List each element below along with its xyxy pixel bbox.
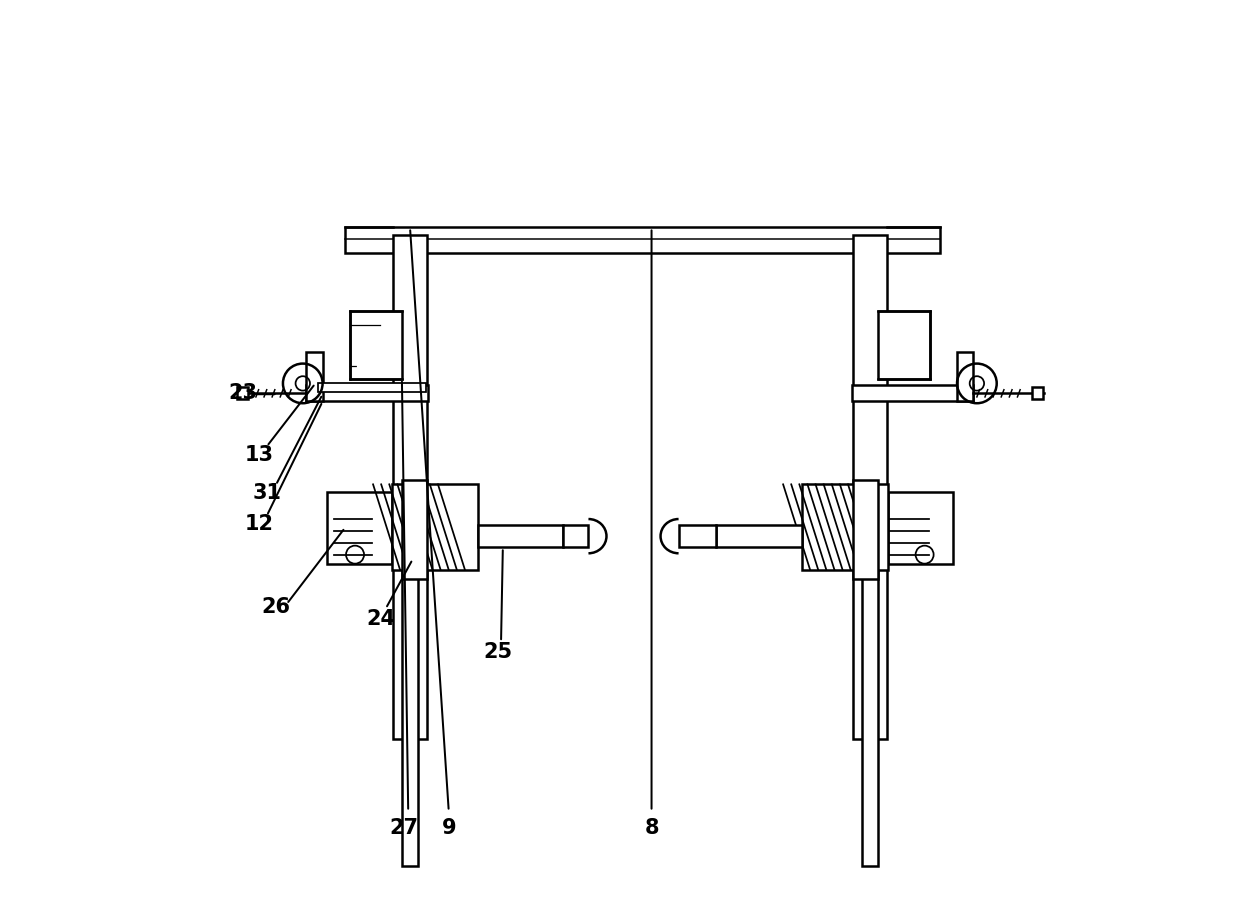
FancyBboxPatch shape <box>802 485 888 571</box>
Text: 26: 26 <box>262 596 290 617</box>
FancyBboxPatch shape <box>477 526 563 548</box>
FancyBboxPatch shape <box>393 236 427 740</box>
FancyBboxPatch shape <box>888 492 952 564</box>
FancyBboxPatch shape <box>957 352 973 402</box>
FancyBboxPatch shape <box>237 387 248 399</box>
FancyBboxPatch shape <box>345 228 940 254</box>
FancyBboxPatch shape <box>327 492 392 564</box>
FancyBboxPatch shape <box>678 526 717 548</box>
Text: 25: 25 <box>484 641 513 661</box>
Text: 23: 23 <box>229 383 258 403</box>
Text: 12: 12 <box>246 514 274 534</box>
FancyBboxPatch shape <box>402 480 427 580</box>
Text: 13: 13 <box>246 444 274 464</box>
Text: 31: 31 <box>252 482 281 502</box>
FancyBboxPatch shape <box>306 386 428 402</box>
Text: 27: 27 <box>389 817 418 837</box>
FancyBboxPatch shape <box>563 526 589 548</box>
FancyBboxPatch shape <box>402 533 418 866</box>
FancyBboxPatch shape <box>853 480 878 580</box>
Text: 24: 24 <box>367 608 396 628</box>
FancyBboxPatch shape <box>885 330 911 370</box>
FancyBboxPatch shape <box>392 485 477 571</box>
FancyBboxPatch shape <box>878 312 930 379</box>
FancyBboxPatch shape <box>357 330 384 370</box>
FancyBboxPatch shape <box>853 236 887 740</box>
Text: 9: 9 <box>441 817 456 837</box>
Text: 8: 8 <box>645 817 658 837</box>
FancyBboxPatch shape <box>306 352 322 402</box>
FancyBboxPatch shape <box>717 526 802 548</box>
FancyBboxPatch shape <box>852 386 973 402</box>
FancyBboxPatch shape <box>350 312 402 379</box>
FancyBboxPatch shape <box>862 533 878 866</box>
FancyBboxPatch shape <box>319 384 427 393</box>
FancyBboxPatch shape <box>1032 387 1043 399</box>
